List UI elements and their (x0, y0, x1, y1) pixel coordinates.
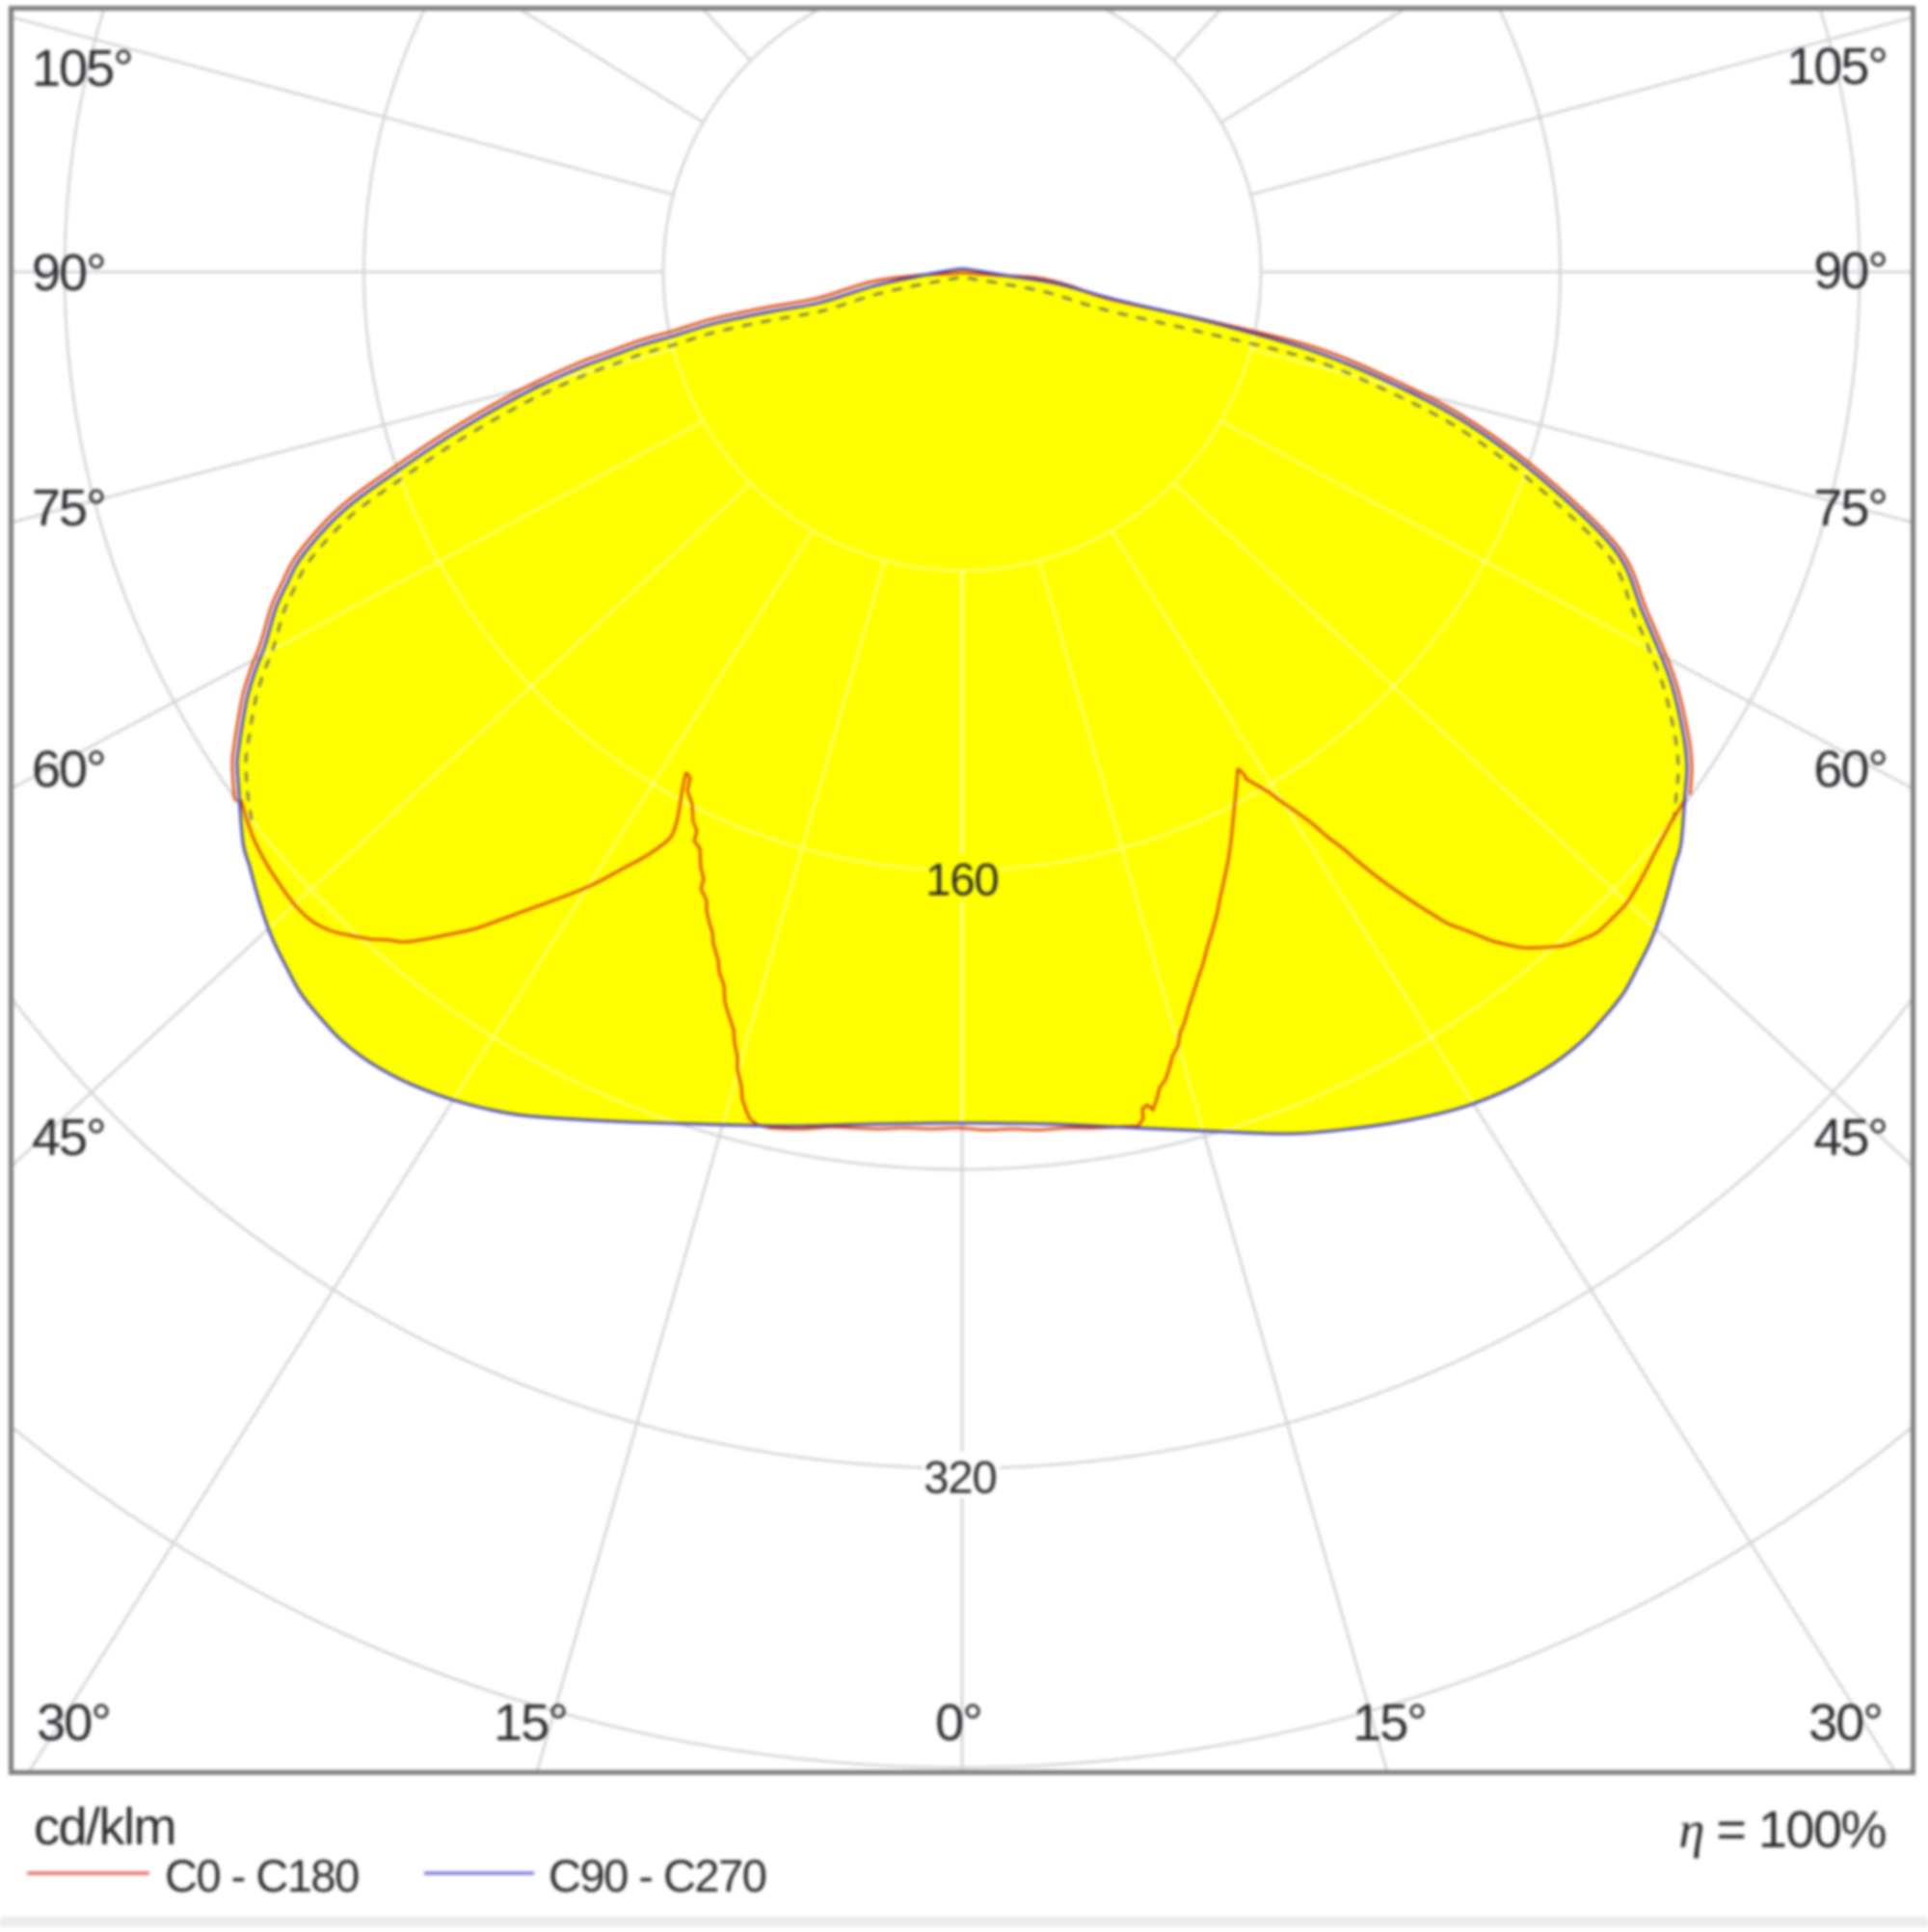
svg-text:30°: 30° (37, 1694, 110, 1752)
svg-text:45°: 45° (1813, 1109, 1887, 1167)
svg-text:η = 100%: η = 100% (1679, 1801, 1887, 1859)
svg-text:105°: 105° (1786, 38, 1887, 95)
svg-text:C0 - C180: C0 - C180 (165, 1850, 359, 1901)
svg-text:105°: 105° (32, 40, 132, 97)
svg-text:45°: 45° (32, 1109, 105, 1167)
svg-text:75°: 75° (1813, 479, 1887, 537)
svg-text:cd/klm: cd/klm (34, 1798, 175, 1856)
svg-text:90°: 90° (32, 244, 105, 302)
svg-text:90°: 90° (1813, 242, 1887, 300)
svg-text:160: 160 (925, 854, 998, 905)
svg-text:75°: 75° (32, 479, 105, 537)
svg-text:320: 320 (924, 1452, 996, 1503)
svg-text:0°: 0° (935, 1694, 981, 1752)
svg-text:60°: 60° (1813, 740, 1887, 798)
svg-text:60°: 60° (32, 740, 105, 798)
svg-text:15°: 15° (494, 1694, 567, 1752)
svg-text:15°: 15° (1352, 1694, 1426, 1752)
svg-text:C90 - C270: C90 - C270 (549, 1850, 766, 1901)
svg-text:30°: 30° (1808, 1694, 1882, 1752)
